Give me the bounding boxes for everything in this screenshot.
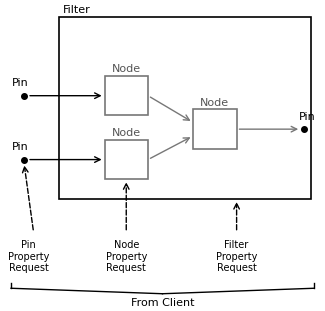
Text: Node
Property
Request: Node Property Request bbox=[106, 240, 147, 273]
Text: Pin
Property
Request: Pin Property Request bbox=[8, 240, 49, 273]
Text: Pin: Pin bbox=[12, 142, 29, 152]
Text: Filter
Property
Request: Filter Property Request bbox=[216, 240, 257, 273]
Text: Node: Node bbox=[200, 98, 229, 108]
FancyBboxPatch shape bbox=[105, 76, 148, 115]
Text: Node: Node bbox=[112, 128, 141, 138]
Text: Filter: Filter bbox=[63, 5, 90, 15]
Text: Node: Node bbox=[112, 64, 141, 74]
FancyBboxPatch shape bbox=[59, 16, 311, 199]
FancyBboxPatch shape bbox=[105, 140, 148, 179]
Text: Pin: Pin bbox=[12, 78, 29, 88]
FancyBboxPatch shape bbox=[193, 109, 237, 149]
Text: From Client: From Client bbox=[131, 298, 194, 308]
Text: Pin: Pin bbox=[299, 112, 316, 122]
